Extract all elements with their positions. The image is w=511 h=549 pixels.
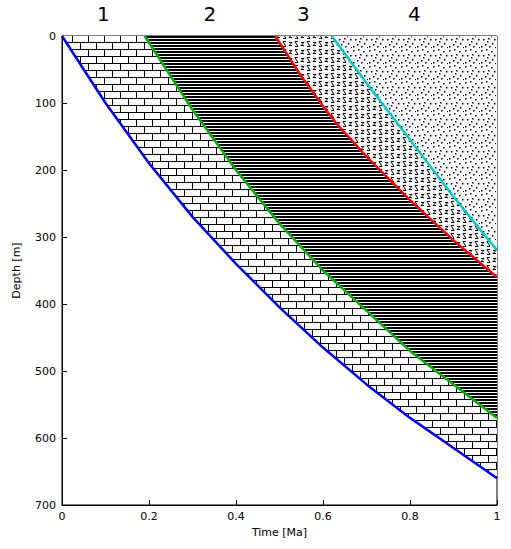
svg-text:0.2: 0.2 <box>140 510 158 523</box>
svg-text:2: 2 <box>204 2 217 26</box>
svg-text:1: 1 <box>494 510 501 523</box>
svg-text:0.4: 0.4 <box>227 510 245 523</box>
svg-text:0.6: 0.6 <box>314 510 332 523</box>
svg-text:4: 4 <box>408 2 421 26</box>
svg-text:1: 1 <box>97 2 110 26</box>
svg-text:0: 0 <box>59 510 66 523</box>
svg-text:0.8: 0.8 <box>401 510 419 523</box>
svg-text:300: 300 <box>35 231 56 244</box>
svg-text:600: 600 <box>35 432 56 445</box>
svg-text:Time [Ma]: Time [Ma] <box>251 526 307 539</box>
svg-text:400: 400 <box>35 298 56 311</box>
svg-text:100: 100 <box>35 97 56 110</box>
svg-text:3: 3 <box>297 2 310 26</box>
svg-text:200: 200 <box>35 164 56 177</box>
svg-text:700: 700 <box>35 499 56 512</box>
svg-text:0: 0 <box>49 30 56 43</box>
svg-text:Depth [m]: Depth [m] <box>10 242 23 298</box>
svg-text:500: 500 <box>35 365 56 378</box>
